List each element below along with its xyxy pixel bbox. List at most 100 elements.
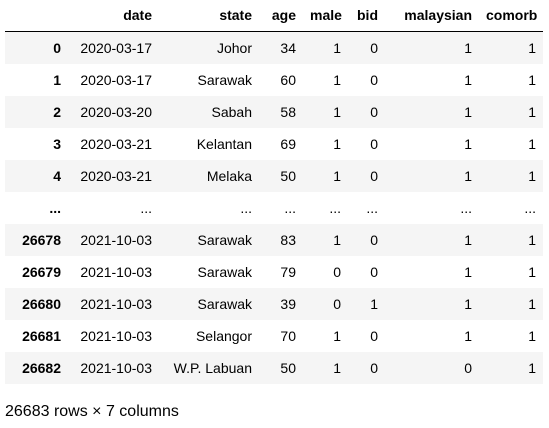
cell-state: Melaka [206,168,252,184]
cell-male: 1 [333,72,341,88]
table-row: ........................ [5,192,543,224]
cell-bid: ... [366,200,378,216]
cell-age: 83 [280,232,296,248]
row-index: 26682 [22,360,61,376]
cell-age: 70 [280,328,296,344]
cell-male: 1 [333,232,341,248]
cell-male: 1 [333,328,341,344]
cell-malaysian: 1 [464,104,472,120]
cell-malaysian: 0 [464,360,472,376]
cell-state: Johor [216,40,252,56]
table-header: date state age male bid malaysian comorb [5,0,543,32]
cell-bid: 0 [370,136,378,152]
column-header-state: state [159,0,259,32]
cell-age: 34 [280,40,296,56]
cell-male: 1 [333,104,341,120]
row-index: 1 [53,72,61,88]
cell-date: 2021-10-03 [80,264,152,280]
row-index: 4 [53,168,61,184]
cell-male: 0 [333,296,341,312]
row-index: 26681 [22,328,61,344]
table-row: 26681 2021-10-03 Selangor 70 1 0 1 1 [5,320,543,352]
cell-age: 79 [280,264,296,280]
row-index: 2 [53,104,61,120]
cell-comorb: 1 [528,264,536,280]
table-row: 26679 2021-10-03 Sarawak 79 0 0 1 1 [5,256,543,288]
cell-malaysian: 1 [464,40,472,56]
cell-male: 0 [333,264,341,280]
cell-comorb: 1 [528,72,536,88]
cell-age: 39 [280,296,296,312]
cell-date: 2021-10-03 [80,360,152,376]
cell-malaysian: 1 [464,296,472,312]
cell-date: 2020-03-20 [80,104,152,120]
cell-bid: 0 [370,264,378,280]
table-row: 4 2020-03-21 Melaka 50 1 0 1 1 [5,160,543,192]
table-row: 3 2020-03-21 Kelantan 69 1 0 1 1 [5,128,543,160]
row-index: 26678 [22,232,61,248]
cell-date: 2021-10-03 [80,232,152,248]
table-row: 2 2020-03-20 Sabah 58 1 0 1 1 [5,96,543,128]
cell-malaysian: 1 [464,264,472,280]
column-header-malaysian: malaysian [385,0,479,32]
cell-male: 1 [333,168,341,184]
cell-age: 60 [280,72,296,88]
table-row: 1 2020-03-17 Sarawak 60 1 0 1 1 [5,64,543,96]
cell-state: Sarawak [197,264,252,280]
cell-male: 1 [333,40,341,56]
cell-bid: 0 [370,168,378,184]
cell-malaysian: 1 [464,136,472,152]
cell-malaysian: ... [460,200,472,216]
header-row: date state age male bid malaysian comorb [5,0,543,32]
cell-state: ... [240,200,252,216]
cell-bid: 0 [370,104,378,120]
table-body: 0 2020-03-17 Johor 34 1 0 1 1 1 2020-03-17 Sarawak… [5,31,543,384]
column-header-comorb: comorb [479,0,543,32]
cell-bid: 1 [370,296,378,312]
dataframe-shape-text: 26683 rows × 7 columns [5,403,179,420]
cell-age: ... [284,200,296,216]
row-index: 0 [53,40,61,56]
row-index: ... [49,200,61,216]
cell-state: Sabah [211,104,252,120]
cell-bid: 0 [370,232,378,248]
column-header-date: date [68,0,159,32]
column-header-bid: bid [348,0,385,32]
cell-bid: 0 [370,72,378,88]
cell-state: W.P. Labuan [173,360,252,376]
table-row: 26680 2021-10-03 Sarawak 39 0 1 1 1 [5,288,543,320]
cell-comorb: 1 [528,360,536,376]
dataframe-output: date state age male bid malaysian comorb… [5,0,543,384]
index-header [5,0,68,32]
table-row: 26682 2021-10-03 W.P. Labuan 50 1 0 0 1 [5,352,543,384]
cell-date: ... [140,200,152,216]
cell-bid: 0 [370,40,378,56]
cell-state: Kelantan [196,136,252,152]
cell-malaysian: 1 [464,232,472,248]
cell-date: 2021-10-03 [80,296,152,312]
column-header-male: male [303,0,348,32]
cell-comorb: 1 [528,40,536,56]
cell-age: 50 [280,168,296,184]
cell-date: 2020-03-17 [80,72,152,88]
row-index: 26680 [22,296,61,312]
cell-malaysian: 1 [464,72,472,88]
cell-bid: 0 [370,328,378,344]
cell-date: 2020-03-21 [80,168,152,184]
cell-bid: 0 [370,360,378,376]
cell-comorb: 1 [528,296,536,312]
cell-comorb: 1 [528,136,536,152]
cell-age: 50 [280,360,296,376]
row-index: 26679 [22,264,61,280]
table-row: 0 2020-03-17 Johor 34 1 0 1 1 [5,31,543,64]
cell-comorb: ... [524,200,536,216]
cell-state: Sarawak [197,72,252,88]
cell-date: 2021-10-03 [80,328,152,344]
cell-comorb: 1 [528,104,536,120]
cell-comorb: 1 [528,168,536,184]
cell-state: Sarawak [197,296,252,312]
cell-malaysian: 1 [464,328,472,344]
cell-comorb: 1 [528,328,536,344]
cell-age: 69 [280,136,296,152]
cell-malaysian: 1 [464,168,472,184]
